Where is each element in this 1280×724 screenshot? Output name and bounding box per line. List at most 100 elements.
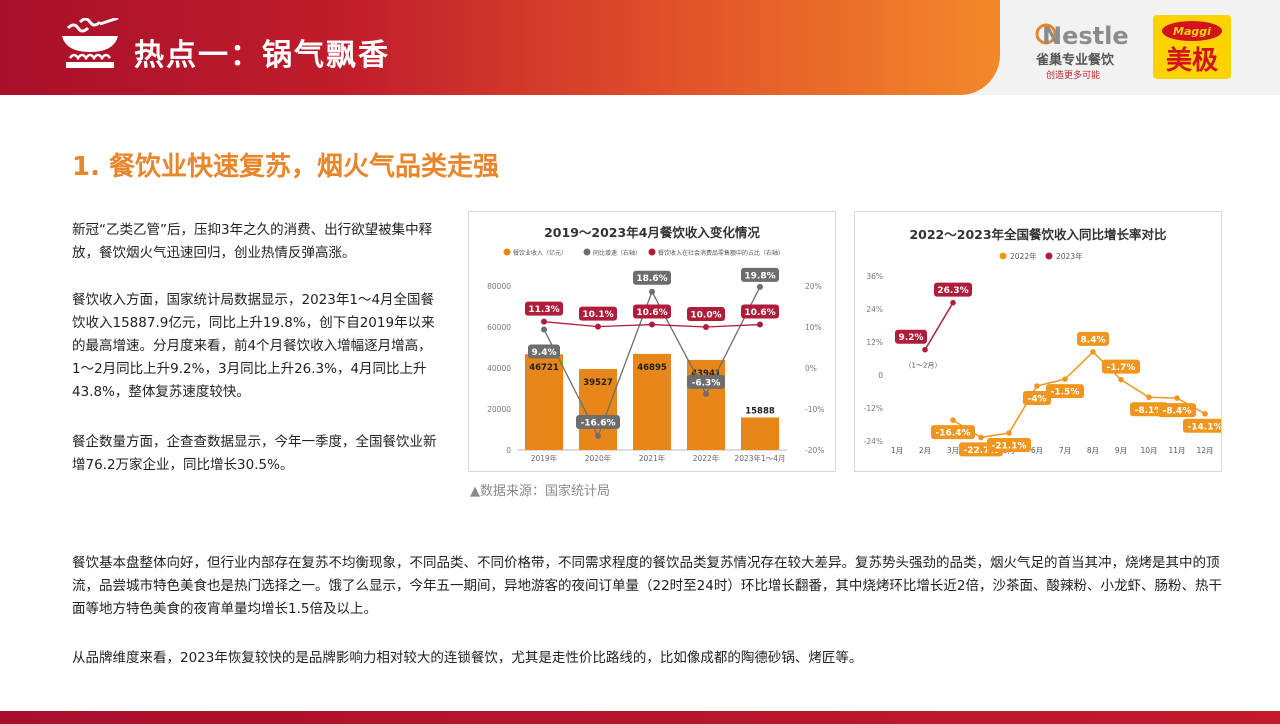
chart1-share-label-0: 11.3% [528, 305, 559, 315]
chart1-point-2-4 [757, 321, 763, 328]
chart-growth-2022-2023: 2022～2023年全国餐饮收入同比增长率对比 2022年 2023年 -24% -12… [854, 211, 1227, 472]
paragraph-5: 从品牌维度来看，2023年恢复较快的是品牌影响力相对较大的连锁餐饮，尤其是走性价… [72, 650, 863, 666]
chart1-legend-marker-0 [503, 248, 511, 256]
maggi-cn-text: 美极 [1166, 45, 1219, 76]
chart1-growth-label-1-bg [576, 415, 620, 430]
chart1-legend-label-2: 餐饮收入在社会消费品零售额中的占比（右轴） [658, 249, 784, 257]
chart1-x-tick-4: 2023年1～4月 [734, 453, 785, 463]
chart2-x-tick-6: 7月 [1059, 446, 1071, 455]
chart2-y-tick-4: 24% [866, 305, 883, 314]
chart2-label-0-9: -14.1% [1188, 422, 1221, 432]
chart2-x-tick-1: 2月 [919, 446, 931, 455]
chart2-x-tick-2: 3月 [947, 446, 959, 455]
chart1-yright-tick-0: -20% [805, 446, 824, 455]
nestle-brand-text: Nestle [1042, 22, 1129, 50]
chart1-x-tick-1: 2020年 [585, 453, 612, 463]
chart2-point-1-0 [922, 346, 928, 353]
chart2-label-0-5: 8.4% [1081, 335, 1106, 345]
chart1-bar-label-4: 15888 [745, 406, 775, 416]
chart2-label-0-4: -1.5% [1051, 388, 1080, 398]
chart2-legend-marker-1 [1045, 252, 1053, 260]
chart2-point-0-9 [1202, 410, 1208, 417]
chart1-yleft-tick-1: 20000 [487, 405, 511, 414]
chart1-growth-label-0-bg [528, 344, 560, 359]
chart2-label-0-8: -8.4% [1163, 407, 1192, 417]
chart2-x-tick-8: 9月 [1115, 446, 1127, 455]
chart2-point-0-8 [1174, 395, 1180, 401]
chart2-label-1-1-bg [934, 282, 972, 297]
chart2-label-0-2-bg [987, 438, 1031, 453]
chart1-x-tick-2: 2021年 [639, 453, 666, 463]
chart1-share-label-2-bg [633, 304, 671, 319]
chart1-yright-tick-1: -10% [805, 405, 824, 414]
chart2-label-0-9-bg [1183, 418, 1227, 433]
chart2-label-1-1: 26.3% [937, 286, 968, 296]
chart2-point-0-4 [1062, 376, 1068, 382]
chart1-bar-label-2: 46895 [637, 363, 667, 373]
chart1-share-label-1: 10.1% [582, 310, 613, 320]
chart1-yleft-tick-2: 40000 [487, 364, 511, 373]
chart1-x-tick-3: 2022年 [693, 453, 720, 463]
wok-fire-icon [62, 18, 119, 68]
chart2-y-tick-2: 0 [878, 371, 883, 380]
paragraph-3: 餐企数量方面，企查查数据显示，今年一季度，全国餐饮业新增76.2万家企业，同比增… [72, 434, 437, 473]
nestle-logo: Nestle 雀巢专业餐饮 创造更多可能 [1035, 22, 1129, 81]
chart2-x-tick-0: 1月 [891, 446, 903, 455]
chart2-point-0-2 [1006, 430, 1012, 436]
chart1-point-1-2 [649, 288, 655, 295]
chart2-label-0-7: -8.1% [1135, 406, 1164, 416]
chart1-legend-label-0: 餐饮业收入（亿元） [513, 249, 567, 257]
footer-bar [0, 711, 1280, 724]
nestle-line2-text: 创造更多可能 [1046, 69, 1100, 81]
chart1-title: 2019～2023年4月餐饮收入变化情况 [544, 225, 760, 240]
chart1-share-label-0-bg [525, 301, 563, 316]
chart2-label-0-1: -22.7% [964, 446, 999, 456]
chart2-label-0-5-bg [1077, 331, 1109, 346]
chart1-point-2-1 [595, 323, 601, 330]
chart1-x-tick-0: 2019年 [531, 453, 558, 463]
chart1-bar-4 [741, 417, 779, 450]
chart2-label-1-0: 9.2% [899, 333, 924, 343]
chart2-point-0-7 [1146, 394, 1152, 401]
chart2-legend-label-0: 2022年 [1010, 251, 1037, 261]
chart2-point-0-5 [1090, 349, 1096, 355]
header-band [0, 0, 1000, 95]
chart1-point-2-0 [541, 318, 547, 325]
chart1-share-label-3: 10.0% [690, 311, 721, 321]
chart1-growth-label-4-bg [741, 267, 779, 282]
chart1-bar-label-0: 46721 [529, 363, 559, 373]
chart2-point-0-1 [978, 434, 984, 441]
chart2-legend-marker-0 [999, 252, 1007, 260]
chart1-point-1-1 [595, 433, 601, 440]
chart2-label-0-0-bg [931, 425, 975, 440]
chart1-point-1-4 [757, 283, 763, 290]
maggi-logo: Maggi 美极 [1153, 15, 1231, 79]
chart2-label-1-0-bg [895, 329, 927, 344]
chart1-point-2-2 [649, 321, 655, 328]
source-note: ▲数据来源：国家统计局 [470, 484, 610, 499]
chart1-point-2-3 [703, 324, 709, 330]
chart-growth-svg: 2022～2023年全国餐饮收入同比增长率对比 2022年 2023年 -24% -12… [864, 227, 1227, 457]
chart1-legend-marker-1 [583, 248, 591, 256]
chart2-y-tick-3: 12% [866, 338, 883, 347]
header: 热点一：锅气飘香 Nestle 雀巢专业餐饮 创造更多可能 Maggi 美极 [0, 0, 1280, 95]
chart1-bar-2 [633, 353, 671, 450]
chart2-label-0-2: -21.1% [992, 442, 1027, 452]
chart1-bar-label-3: 43941 [691, 369, 721, 379]
chart2-label-0-4-bg [1046, 384, 1084, 399]
chart1-share-label-4-bg [741, 304, 779, 319]
chart2-x-tick-10: 11月 [1168, 446, 1185, 455]
chart1-share-label-3-bg [687, 307, 725, 321]
chart1-yleft-tick-3: 60000 [487, 323, 511, 332]
chart1-growth-label-4: 19.8% [744, 271, 775, 281]
chart1-growth-label-3: -6.3% [692, 378, 721, 388]
section-heading: 1. 餐饮业快速复苏，烟火气品类走强 [72, 152, 500, 182]
chart1-share-label-1-bg [579, 306, 617, 321]
chart2-line-0 [952, 350, 1206, 439]
chart1-bar-label-1: 39527 [583, 378, 613, 388]
chart1-growth-label-3-bg [687, 374, 725, 389]
chart2-label-0-8-bg [1158, 403, 1196, 418]
chart1-yright-tick-3: 10% [805, 323, 822, 332]
chart2-x-tick-5: 6月 [1031, 446, 1043, 455]
